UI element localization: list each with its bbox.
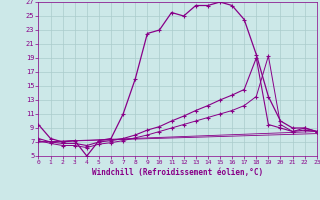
X-axis label: Windchill (Refroidissement éolien,°C): Windchill (Refroidissement éolien,°C) [92,168,263,177]
